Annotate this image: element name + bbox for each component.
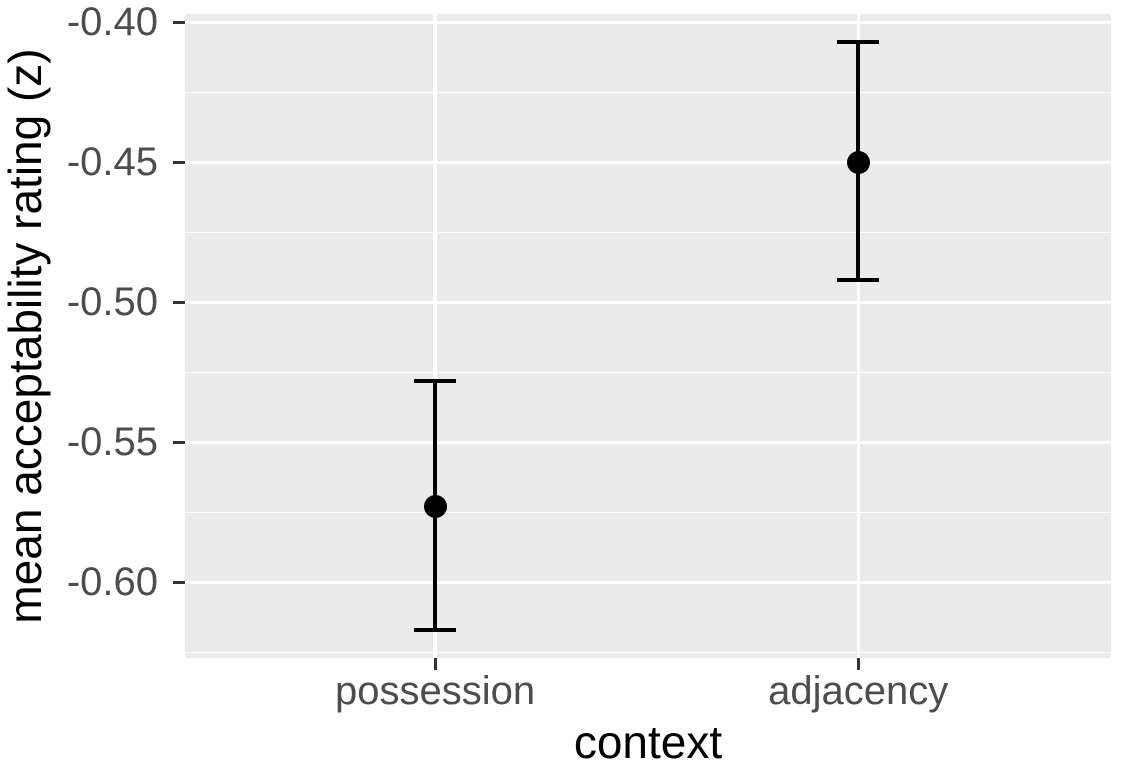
y-axis-tick [173,300,185,304]
x-tick-label: possession [334,669,536,713]
gridline-minor [185,91,1111,94]
x-axis-tick [856,658,860,670]
gridline-minor [185,371,1111,374]
errorbar-cap-lower-adjacency [837,278,880,282]
gridline-major [185,580,1111,584]
y-axis-tick [173,440,185,444]
gridline-major [185,440,1111,444]
y-axis-title: mean acceptability rating (z) [0,48,51,624]
gridline-major [185,300,1111,304]
y-tick-label: -0.45 [66,139,158,184]
gridline-minor [185,231,1111,234]
y-axis-tick [173,160,185,164]
x-tick-label: adjacency [768,669,949,713]
x-axis-tick [433,658,437,670]
point-adjacency [846,150,870,174]
gridline-major-vertical [856,14,860,658]
y-tick-label: -0.50 [66,279,158,324]
gridline-minor [185,651,1111,654]
errorbar-cap-upper-possession [414,379,457,383]
plot-panel [185,14,1111,658]
point-possession [423,495,447,519]
errorbar-cap-lower-possession [414,628,457,632]
y-tick-label: -0.40 [66,0,158,44]
y-axis-tick [173,20,185,24]
gridline-major [185,160,1111,164]
y-axis-tick [173,580,185,584]
gridline-major-vertical [433,14,437,658]
x-axis-title: context [573,716,723,768]
y-tick-label: -0.60 [66,559,158,604]
gridline-major [185,20,1111,24]
y-tick-label: -0.55 [66,419,158,464]
gridline-minor [185,511,1111,514]
errorbar-cap-upper-adjacency [837,40,880,44]
